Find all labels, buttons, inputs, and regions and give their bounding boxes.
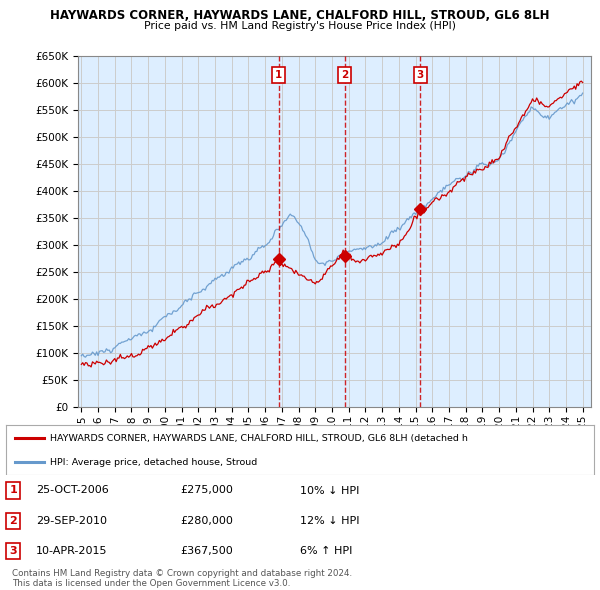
Text: 3: 3 — [10, 546, 17, 556]
Text: 1: 1 — [275, 70, 283, 80]
Text: This data is licensed under the Open Government Licence v3.0.: This data is licensed under the Open Gov… — [12, 579, 290, 588]
Text: £367,500: £367,500 — [180, 546, 233, 556]
Text: HPI: Average price, detached house, Stroud: HPI: Average price, detached house, Stro… — [50, 458, 257, 467]
Text: 25-OCT-2006: 25-OCT-2006 — [36, 486, 109, 496]
Text: HAYWARDS CORNER, HAYWARDS LANE, CHALFORD HILL, STROUD, GL6 8LH: HAYWARDS CORNER, HAYWARDS LANE, CHALFORD… — [50, 9, 550, 22]
Text: 2: 2 — [341, 70, 348, 80]
Text: 12% ↓ HPI: 12% ↓ HPI — [300, 516, 359, 526]
Text: 29-SEP-2010: 29-SEP-2010 — [36, 516, 107, 526]
Text: 1: 1 — [10, 486, 17, 496]
Text: 10-APR-2015: 10-APR-2015 — [36, 546, 107, 556]
Text: £275,000: £275,000 — [180, 486, 233, 496]
Text: Price paid vs. HM Land Registry's House Price Index (HPI): Price paid vs. HM Land Registry's House … — [144, 21, 456, 31]
Text: £280,000: £280,000 — [180, 516, 233, 526]
Text: Contains HM Land Registry data © Crown copyright and database right 2024.: Contains HM Land Registry data © Crown c… — [12, 569, 352, 578]
Text: 2: 2 — [10, 516, 17, 526]
Text: 6% ↑ HPI: 6% ↑ HPI — [300, 546, 352, 556]
Text: 3: 3 — [416, 70, 424, 80]
Text: HAYWARDS CORNER, HAYWARDS LANE, CHALFORD HILL, STROUD, GL6 8LH (detached h: HAYWARDS CORNER, HAYWARDS LANE, CHALFORD… — [50, 434, 468, 443]
Text: 10% ↓ HPI: 10% ↓ HPI — [300, 486, 359, 496]
